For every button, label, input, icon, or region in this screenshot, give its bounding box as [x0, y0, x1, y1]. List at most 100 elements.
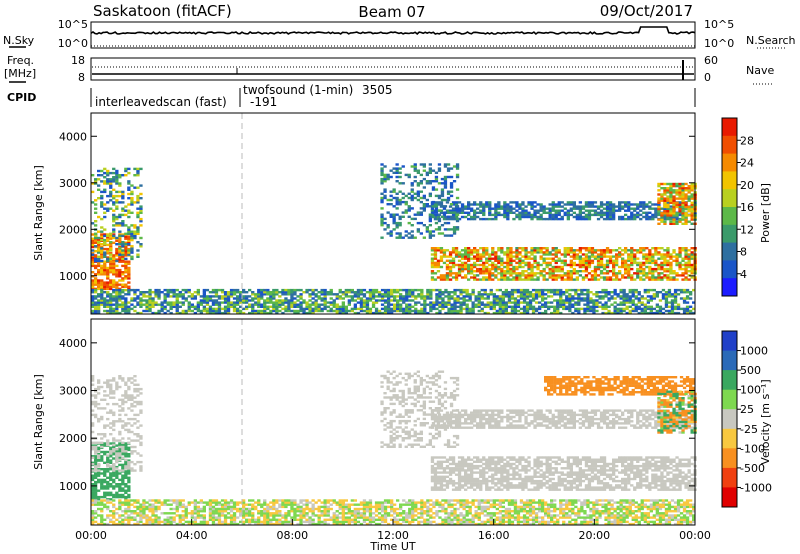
echo-cell	[648, 270, 652, 273]
echo-cell	[500, 247, 504, 250]
echo-cell	[118, 522, 122, 526]
echo-cell	[545, 265, 549, 269]
echo-cell	[587, 265, 592, 269]
echo-cell	[437, 167, 442, 170]
echo-cell	[112, 448, 116, 451]
echo-cell	[495, 295, 499, 298]
echo-cell	[311, 288, 315, 292]
echo-cell	[569, 272, 573, 275]
echo-cell	[121, 277, 125, 280]
echo-cell	[97, 474, 101, 477]
echo-cell	[476, 259, 480, 262]
echo-cell	[663, 222, 667, 225]
echo-cell	[435, 293, 439, 296]
echo-cell	[557, 265, 561, 269]
echo-cell	[654, 278, 658, 281]
colorbar-tick-label: 12	[740, 223, 754, 236]
echo-cell	[414, 311, 418, 315]
echo-cell	[290, 305, 294, 308]
echo-cell	[692, 311, 696, 315]
echo-cell	[127, 186, 131, 189]
echo-cell	[451, 265, 456, 269]
echo-cell	[618, 255, 622, 258]
echo-cell	[211, 307, 216, 311]
echo-cell	[442, 215, 447, 219]
echo-cell	[642, 205, 646, 208]
echo-cell	[124, 243, 128, 246]
echo-cell	[524, 213, 528, 217]
echo-cell	[439, 255, 444, 258]
echo-cell	[430, 203, 435, 206]
echo-cell	[666, 207, 670, 210]
echo-cell	[305, 301, 309, 304]
echo-cell	[100, 268, 104, 272]
echo-cell	[654, 276, 658, 279]
echo-cell	[103, 255, 107, 258]
echo-cell	[338, 291, 342, 294]
echo-cell	[417, 301, 421, 304]
echo-cell	[115, 301, 119, 304]
echo-cell	[590, 201, 595, 204]
echo-cell	[530, 217, 534, 221]
echo-cell	[121, 437, 125, 440]
echo-cell	[471, 305, 475, 308]
echo-cell	[109, 171, 113, 175]
echo-cell	[557, 201, 561, 204]
echo-cell	[103, 251, 107, 254]
echo-cell	[202, 288, 206, 292]
echo-cell	[97, 236, 101, 240]
echo-cell	[634, 288, 638, 292]
echo-cell	[441, 307, 445, 311]
echo-cell	[97, 303, 101, 306]
echo-cell	[154, 520, 158, 524]
echo-cell	[675, 274, 679, 277]
echo-cell	[136, 311, 140, 315]
echo-cell	[109, 478, 113, 482]
echo-cell	[97, 295, 101, 298]
echo-cell	[402, 299, 406, 302]
echo-cell	[121, 478, 125, 482]
echo-cell	[621, 207, 625, 210]
echo-cell	[516, 309, 521, 313]
echo-cell	[335, 305, 339, 308]
echo-cell	[413, 180, 417, 183]
echo-cell	[387, 307, 391, 311]
echo-cell	[627, 263, 631, 267]
echo-cell	[157, 293, 161, 296]
echo-cell	[464, 251, 468, 254]
echo-cell	[612, 215, 616, 219]
echo-cell	[648, 276, 652, 279]
echo-cell	[91, 182, 95, 185]
echo-cell	[109, 178, 113, 181]
echo-cell	[640, 301, 644, 304]
echo-cell	[663, 217, 667, 221]
echo-cell	[226, 305, 231, 308]
echo-cell	[284, 309, 288, 313]
echo-cell	[533, 265, 537, 269]
echo-cell	[675, 263, 679, 267]
echo-cell	[383, 173, 387, 177]
echo-cell	[455, 188, 460, 191]
echo-cell	[583, 293, 587, 296]
echo-cell	[91, 455, 95, 458]
echo-cell	[612, 211, 616, 214]
echo-cell	[658, 305, 663, 308]
echo-cell	[106, 402, 110, 406]
echo-cell	[592, 309, 596, 313]
echo-cell	[622, 293, 626, 296]
echo-cell	[251, 309, 255, 313]
echo-cell	[97, 507, 101, 511]
echo-cell	[584, 215, 589, 219]
echo-cell	[139, 205, 143, 208]
echo-cell	[118, 190, 122, 194]
echo-cell	[670, 305, 675, 308]
echo-cell	[142, 499, 146, 502]
echo-cell	[479, 278, 483, 281]
echo-cell	[566, 270, 570, 273]
echo-cell	[106, 237, 110, 240]
echo-cell	[608, 203, 613, 206]
echo-cell	[109, 260, 113, 263]
echo-cell	[193, 291, 197, 294]
echo-cell	[479, 205, 483, 208]
echo-cell	[669, 272, 673, 275]
